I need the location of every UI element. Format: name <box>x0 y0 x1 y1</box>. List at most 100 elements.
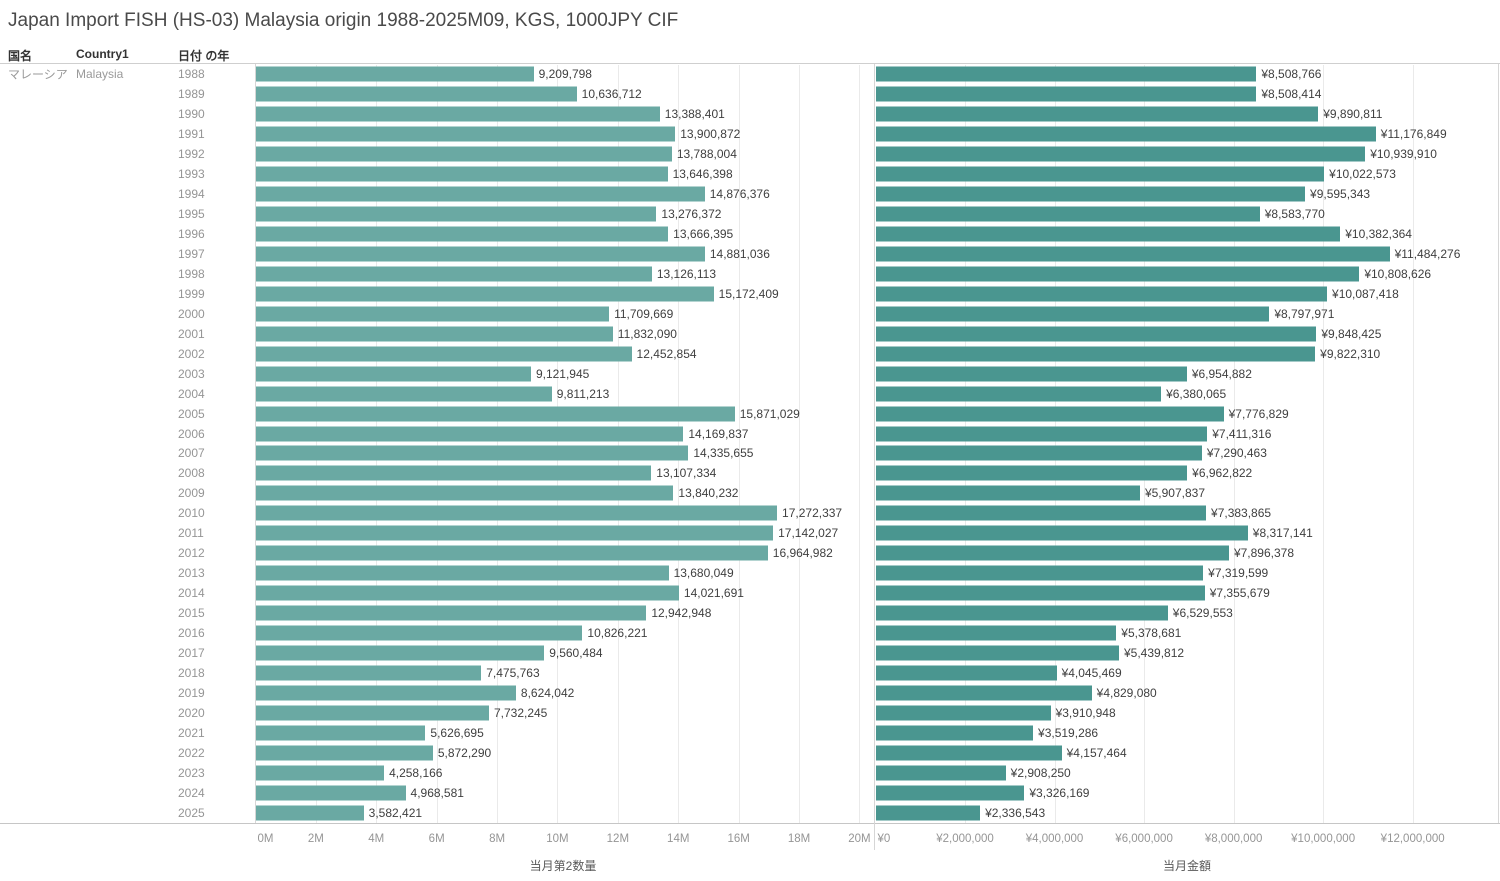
quantity-bar[interactable] <box>255 765 385 781</box>
year-label[interactable]: 2008 <box>178 466 205 481</box>
amount-bar[interactable] <box>875 745 1062 761</box>
quantity-bar[interactable] <box>255 106 660 122</box>
quantity-bar[interactable] <box>255 366 531 382</box>
amount-bar[interactable] <box>875 645 1119 661</box>
year-label[interactable]: 1992 <box>178 147 205 162</box>
quantity-bar[interactable] <box>255 585 679 601</box>
year-label[interactable]: 2021 <box>178 725 205 740</box>
year-label[interactable]: 1991 <box>178 127 205 142</box>
quantity-bar[interactable] <box>255 725 426 741</box>
amount-bar[interactable] <box>875 665 1057 681</box>
quantity-bar[interactable] <box>255 166 668 182</box>
amount-bar[interactable] <box>875 805 981 821</box>
year-label[interactable]: 2009 <box>178 486 205 501</box>
quantity-bar[interactable] <box>255 406 735 422</box>
amount-bar[interactable] <box>875 545 1229 561</box>
year-label[interactable]: 2011 <box>178 526 204 541</box>
quantity-bar[interactable] <box>255 785 406 801</box>
amount-bar[interactable] <box>875 505 1207 521</box>
amount-bar[interactable] <box>875 485 1140 501</box>
year-label[interactable]: 2022 <box>178 745 205 760</box>
amount-bar[interactable] <box>875 286 1328 302</box>
year-label[interactable]: 1995 <box>178 207 205 222</box>
amount-bar[interactable] <box>875 765 1006 781</box>
quantity-bar[interactable] <box>255 266 652 282</box>
year-label[interactable]: 2019 <box>178 685 205 700</box>
quantity-bar[interactable] <box>255 206 657 222</box>
year-label[interactable]: 2013 <box>178 566 205 581</box>
quantity-bar[interactable] <box>255 745 433 761</box>
amount-bar[interactable] <box>875 386 1162 402</box>
year-label[interactable]: 1997 <box>178 246 205 261</box>
amount-bar[interactable] <box>875 206 1260 222</box>
amount-bar[interactable] <box>875 426 1208 442</box>
year-label[interactable]: 1998 <box>178 266 205 281</box>
year-label[interactable]: 1989 <box>178 87 205 102</box>
amount-bar[interactable] <box>875 585 1205 601</box>
amount-bar[interactable] <box>875 146 1366 162</box>
year-label[interactable]: 2017 <box>178 645 205 660</box>
year-label[interactable]: 2012 <box>178 546 205 561</box>
year-label[interactable]: 1999 <box>178 286 205 301</box>
year-label[interactable]: 2005 <box>178 406 205 421</box>
quantity-bar[interactable] <box>255 66 534 82</box>
year-label[interactable]: 1988 <box>178 67 205 82</box>
year-label[interactable]: 2025 <box>178 805 205 820</box>
amount-bar[interactable] <box>875 725 1034 741</box>
quantity-bar[interactable] <box>255 146 672 162</box>
quantity-bar[interactable] <box>255 665 482 681</box>
amount-bar[interactable] <box>875 465 1188 481</box>
year-label[interactable]: 2007 <box>178 446 205 461</box>
quantity-bar[interactable] <box>255 565 669 581</box>
year-label[interactable]: 2010 <box>178 506 205 521</box>
amount-bar[interactable] <box>875 246 1390 262</box>
amount-bar[interactable] <box>875 86 1257 102</box>
quantity-bar[interactable] <box>255 226 669 242</box>
quantity-bar[interactable] <box>255 525 774 541</box>
year-label[interactable]: 2015 <box>178 606 205 621</box>
year-label[interactable]: 2004 <box>178 386 205 401</box>
quantity-bar[interactable] <box>255 605 647 621</box>
amount-bar[interactable] <box>875 605 1168 621</box>
year-label[interactable]: 2002 <box>178 346 205 361</box>
quantity-bar[interactable] <box>255 445 689 461</box>
quantity-bar[interactable] <box>255 86 577 102</box>
amount-bar[interactable] <box>875 785 1025 801</box>
quantity-bar[interactable] <box>255 426 684 442</box>
quantity-bar[interactable] <box>255 705 489 721</box>
quantity-bar[interactable] <box>255 485 674 501</box>
quantity-bar[interactable] <box>255 386 552 402</box>
quantity-bar[interactable] <box>255 246 705 262</box>
amount-bar[interactable] <box>875 66 1257 82</box>
amount-bar[interactable] <box>875 266 1360 282</box>
year-label[interactable]: 2001 <box>178 326 205 341</box>
amount-bar[interactable] <box>875 346 1316 362</box>
year-label[interactable]: 2023 <box>178 765 205 780</box>
amount-bar[interactable] <box>875 306 1270 322</box>
quantity-bar[interactable] <box>255 545 768 561</box>
quantity-bar[interactable] <box>255 186 705 202</box>
amount-bar[interactable] <box>875 226 1341 242</box>
year-label[interactable]: 2020 <box>178 705 205 720</box>
quantity-bar[interactable] <box>255 685 516 701</box>
amount-bar[interactable] <box>875 166 1325 182</box>
quantity-bar[interactable] <box>255 286 714 302</box>
quantity-bar[interactable] <box>255 805 364 821</box>
amount-bar[interactable] <box>875 705 1051 721</box>
amount-bar[interactable] <box>875 445 1202 461</box>
amount-bar[interactable] <box>875 685 1092 701</box>
year-label[interactable]: 2018 <box>178 665 205 680</box>
quantity-bar[interactable] <box>255 306 610 322</box>
amount-bar[interactable] <box>875 366 1187 382</box>
amount-bar[interactable] <box>875 625 1117 641</box>
quantity-bar[interactable] <box>255 346 632 362</box>
quantity-bar[interactable] <box>255 126 676 142</box>
year-label[interactable]: 1990 <box>178 107 205 122</box>
year-label[interactable]: 2024 <box>178 785 205 800</box>
quantity-bar[interactable] <box>255 625 583 641</box>
amount-bar[interactable] <box>875 525 1248 541</box>
amount-bar[interactable] <box>875 565 1204 581</box>
quantity-bar[interactable] <box>255 465 652 481</box>
amount-bar[interactable] <box>875 326 1317 342</box>
year-label[interactable]: 1994 <box>178 187 205 202</box>
